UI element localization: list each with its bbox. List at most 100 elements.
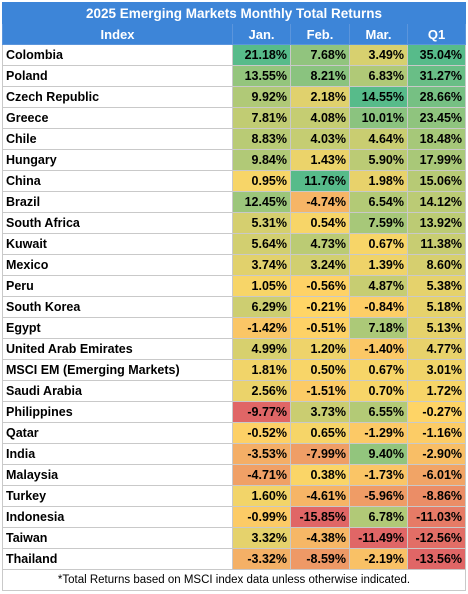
row-label: MSCI EM (Emerging Markets) [2,359,233,381]
table-row: United Arab Emirates 4.99% 1.20% -1.40% 4.77… [2,338,467,360]
value-cell-feb: 3.73% [290,401,350,423]
value-cell-feb: -0.51% [290,317,350,339]
value-cell-q1: 14.12% [406,191,467,213]
value-cell-mar: 1.98% [349,170,408,192]
value-cell-feb: 3.24% [290,254,350,276]
table-row: Greece 7.81% 4.08% 10.01% 23.45% [2,107,467,129]
value-cell-jan: 2.56% [232,380,291,402]
value-cell-feb: -15.85% [290,506,350,528]
table-row: China 0.95% 11.76% 1.98% 15.06% [2,170,467,192]
table-row: South Africa 5.31% 0.54% 7.59% 13.92% [2,212,467,234]
table-row: Philippines -9.77% 3.73% 6.55% -0.27% [2,401,467,423]
value-cell-mar: 9.40% [349,443,408,465]
value-cell-jan: 3.32% [232,527,291,549]
value-cell-mar: -5.96% [349,485,408,507]
value-cell-jan: 4.99% [232,338,291,360]
value-cell-q1: -2.90% [406,443,467,465]
value-cell-feb: 0.38% [290,464,350,486]
value-cell-feb: 4.73% [290,233,350,255]
row-label: Mexico [2,254,233,276]
value-cell-q1: 13.92% [406,212,467,234]
value-cell-jan: 12.45% [232,191,291,213]
value-cell-mar: -11.49% [349,527,408,549]
value-cell-jan: 1.60% [232,485,291,507]
row-label: Greece [2,107,233,129]
value-cell-q1: 18.48% [406,128,467,150]
row-label: Indonesia [2,506,233,528]
row-label: China [2,170,233,192]
table-row: Colombia 21.18% 7.68% 3.49% 35.04% [2,44,467,66]
table-row: Taiwan 3.32% -4.38% -11.49% -12.56% [2,527,467,549]
value-cell-q1: -0.27% [406,401,467,423]
value-cell-jan: 0.95% [232,170,291,192]
value-cell-feb: 0.65% [290,422,350,444]
column-header-q1: Q1 [406,23,467,45]
value-cell-mar: 4.87% [349,275,408,297]
value-cell-jan: -9.77% [232,401,291,423]
value-cell-feb: -4.74% [290,191,350,213]
value-cell-jan: 9.84% [232,149,291,171]
row-label: Hungary [2,149,233,171]
value-cell-mar: 6.78% [349,506,408,528]
value-cell-q1: -13.56% [406,548,467,570]
value-cell-jan: 1.81% [232,359,291,381]
value-cell-q1: 1.72% [406,380,467,402]
value-cell-mar: 7.18% [349,317,408,339]
table-row: Malaysia -4.71% 0.38% -1.73% -6.01% [2,464,467,486]
value-cell-mar: -1.40% [349,338,408,360]
row-label: Peru [2,275,233,297]
value-cell-mar: 7.59% [349,212,408,234]
table-body: Colombia 21.18% 7.68% 3.49% 35.04% Poland 13.5… [2,44,467,570]
value-cell-jan: 8.83% [232,128,291,150]
value-cell-q1: 5.18% [406,296,467,318]
row-label: Qatar [2,422,233,444]
value-cell-jan: 5.31% [232,212,291,234]
value-cell-feb: -7.99% [290,443,350,465]
row-label: Brazil [2,191,233,213]
row-label: Turkey [2,485,233,507]
value-cell-q1: 4.77% [406,338,467,360]
value-cell-q1: 23.45% [406,107,467,129]
value-cell-q1: -1.16% [406,422,467,444]
value-cell-q1: 5.13% [406,317,467,339]
value-cell-feb: -1.51% [290,380,350,402]
value-cell-feb: 8.21% [290,65,350,87]
value-cell-feb: 1.20% [290,338,350,360]
value-cell-feb: -4.38% [290,527,350,549]
row-label: Czech Republic [2,86,233,108]
value-cell-jan: 9.92% [232,86,291,108]
value-cell-feb: 2.18% [290,86,350,108]
table-row: Qatar -0.52% 0.65% -1.29% -1.16% [2,422,467,444]
value-cell-feb: 4.08% [290,107,350,129]
table-row: South Korea 6.29% -0.21% -0.84% 5.18% [2,296,467,318]
row-label: United Arab Emirates [2,338,233,360]
value-cell-feb: 0.54% [290,212,350,234]
value-cell-mar: 3.49% [349,44,408,66]
row-label: Poland [2,65,233,87]
value-cell-mar: 10.01% [349,107,408,129]
value-cell-jan: 6.29% [232,296,291,318]
table-row: Turkey 1.60% -4.61% -5.96% -8.86% [2,485,467,507]
value-cell-q1: -8.86% [406,485,467,507]
value-cell-mar: 0.70% [349,380,408,402]
table-title: 2025 Emerging Markets Monthly Total Retu… [1,2,467,24]
row-label: South Korea [2,296,233,318]
value-cell-q1: 15.06% [406,170,467,192]
value-cell-mar: 5.90% [349,149,408,171]
row-label: Colombia [2,44,233,66]
value-cell-q1: 35.04% [406,44,467,66]
value-cell-feb: -0.21% [290,296,350,318]
value-cell-feb: 4.03% [290,128,350,150]
row-label: Egypt [2,317,233,339]
table-row: Saudi Arabia 2.56% -1.51% 0.70% 1.72% [2,380,467,402]
value-cell-feb: -8.59% [290,548,350,570]
value-cell-mar: -1.29% [349,422,408,444]
column-header-jan: Jan. [232,23,291,45]
table-row: MSCI EM (Emerging Markets) 1.81% 0.50% 0.67… [2,359,467,381]
value-cell-q1: 28.66% [406,86,467,108]
table-row: Poland 13.55% 8.21% 6.83% 31.27% [2,65,467,87]
column-header-index: Index [2,23,233,45]
row-label: Chile [2,128,233,150]
value-cell-jan: -3.32% [232,548,291,570]
